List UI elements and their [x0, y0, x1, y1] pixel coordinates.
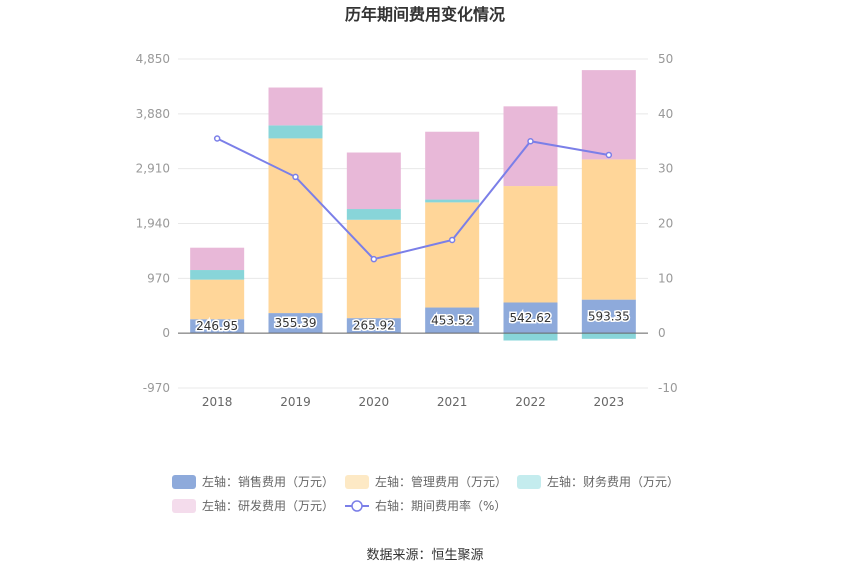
bar-value-label: 265.92 — [353, 319, 395, 333]
left-tick-label: 3,880 — [136, 107, 170, 121]
left-tick-label: 4,850 — [136, 52, 170, 66]
rate-point[interactable] — [370, 255, 378, 263]
bar-value-label: 246.95 — [196, 319, 238, 333]
bar-segment[interactable] — [503, 106, 558, 187]
legend-label: 左轴：研发费用（万元） — [202, 498, 334, 513]
bar-segment[interactable] — [346, 209, 401, 220]
left-tick-label: 2,910 — [136, 162, 170, 176]
legend-swatch — [172, 499, 196, 513]
left-tick-label: 1,940 — [136, 217, 170, 231]
bar-segment[interactable] — [503, 186, 558, 303]
rate-line — [213, 135, 613, 263]
bar-value-label: 593.35 — [588, 309, 630, 323]
bar-value-label: 542.62 — [510, 311, 552, 325]
legend-item[interactable]: 左轴：管理费用（万元） — [345, 474, 507, 489]
legend-swatch — [517, 475, 541, 489]
bar-segment[interactable] — [425, 131, 480, 200]
legend-item[interactable]: 左轴：财务费用（万元） — [517, 474, 679, 489]
bar-segment[interactable] — [190, 270, 245, 280]
rate-point[interactable] — [292, 173, 299, 181]
bar-segment[interactable] — [190, 319, 245, 334]
bar-segment[interactable] — [503, 302, 558, 334]
bar-value-label: 453.52 — [431, 313, 473, 327]
x-tick-label: 2023 — [594, 395, 625, 409]
legend-marker — [351, 500, 363, 512]
data-source: 数据来源：恒生聚源 — [366, 548, 483, 563]
bar-segment[interactable] — [268, 138, 323, 314]
bar-segment[interactable] — [581, 70, 636, 160]
legend-label: 左轴：财务费用（万元） — [547, 474, 679, 489]
right-tick-label: 10 — [658, 271, 673, 285]
legend-label: 左轴：销售费用（万元） — [202, 474, 334, 489]
right-tick-label: -10 — [658, 381, 678, 395]
x-tick-label: 2021 — [437, 395, 468, 409]
right-tick-label: 0 — [658, 326, 666, 340]
legend-label: 左轴：管理费用（万元） — [375, 474, 507, 489]
x-tick-label: 2022 — [515, 395, 546, 409]
bar-segment[interactable] — [346, 318, 401, 334]
bar-segment[interactable] — [346, 152, 401, 210]
bar-segment[interactable] — [425, 202, 480, 308]
bars — [190, 70, 636, 341]
bar-segment[interactable] — [268, 313, 323, 334]
bar-segment[interactable] — [190, 247, 245, 271]
x-tick-label: 2018 — [202, 395, 233, 409]
bar-labels: 246.95 355.39 265.92 453.52 542.62 593.35 — [195, 308, 632, 335]
bar-segment[interactable] — [503, 333, 558, 341]
legend-swatch — [172, 475, 196, 489]
bar-value-label: 355.39 — [275, 316, 317, 330]
bar-segment[interactable] — [581, 333, 636, 339]
left-tick-label: 970 — [147, 271, 170, 285]
x-tick-label: 2019 — [280, 395, 311, 409]
legend[interactable]: 左轴：销售费用（万元） 左轴：管理费用（万元） 左轴：财务费用（万元） 左轴：研发费用… — [172, 474, 679, 513]
right-tick-label: 30 — [658, 162, 673, 176]
rate-point[interactable] — [527, 138, 534, 145]
bar-segment[interactable] — [581, 299, 636, 334]
bar-segment[interactable] — [268, 125, 323, 139]
rate-point[interactable] — [605, 151, 613, 159]
legend-item[interactable]: 左轴：销售费用（万元） — [172, 474, 334, 489]
rate-point[interactable] — [448, 236, 456, 244]
left-tick-label: -970 — [143, 381, 170, 395]
legend-item[interactable]: 右轴：期间费用率（%） — [345, 498, 506, 513]
right-axis: -10 0 10 20 30 40 50 — [658, 52, 678, 395]
right-tick-label: 50 — [658, 52, 673, 66]
grid-lines — [178, 58, 648, 389]
bar-segment[interactable] — [346, 219, 401, 319]
legend-swatch — [345, 475, 369, 489]
bar-segment[interactable] — [425, 307, 480, 334]
left-axis: -970 0 970 1,940 2,910 3,880 4,850 — [136, 52, 170, 395]
left-tick-label: 0 — [162, 326, 170, 340]
bar-segment[interactable] — [190, 279, 245, 320]
bar-segment[interactable] — [425, 199, 480, 203]
x-axis: 2018 2019 2020 2021 2022 2023 — [178, 332, 648, 409]
right-tick-label: 40 — [658, 107, 673, 121]
chart-title: 历年期间费用变化情况 — [345, 5, 505, 24]
rate-line-path — [216, 137, 610, 261]
bar-segment[interactable] — [581, 159, 636, 300]
rate-point[interactable] — [213, 135, 221, 142]
right-tick-label: 20 — [658, 217, 673, 231]
bar-segment[interactable] — [268, 87, 323, 126]
legend-label: 右轴：期间费用率（%） — [375, 498, 506, 513]
legend-item[interactable]: 左轴：研发费用（万元） — [172, 498, 334, 513]
x-tick-label: 2020 — [359, 395, 390, 409]
